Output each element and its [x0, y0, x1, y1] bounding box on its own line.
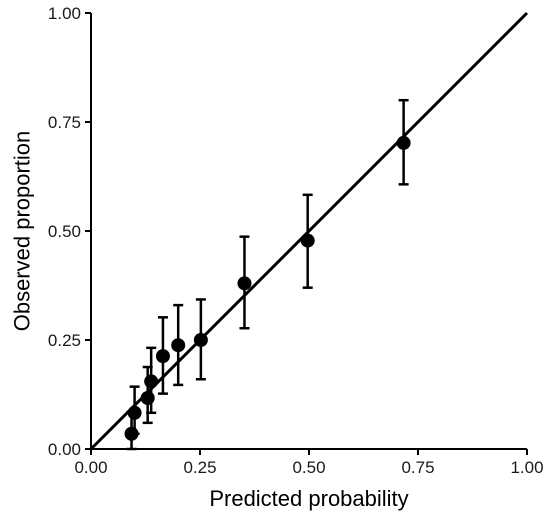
data-point: [193, 333, 208, 347]
x-tick-label: 0.25: [183, 458, 216, 477]
data-point: [300, 233, 315, 248]
x-tick-label: 0.00: [74, 458, 107, 477]
error-bars-layer: [126, 98, 409, 451]
data-point: [140, 390, 155, 405]
x-tick-label: 0.50: [292, 458, 325, 477]
data-point: [237, 276, 252, 291]
y-tick-label: 1.00: [48, 4, 81, 23]
data-point: [155, 349, 170, 364]
data-point: [124, 426, 139, 441]
x-tick-label: 1.00: [510, 458, 543, 477]
data-point: [144, 374, 159, 389]
data-point: [127, 405, 142, 420]
x-axis-title: Predicted probability: [209, 486, 408, 511]
y-axis-title: Observed proportion: [10, 131, 35, 332]
y-tick-label: 0.25: [48, 331, 81, 350]
data-point: [171, 338, 186, 353]
y-tick-label: 0.50: [48, 222, 81, 241]
data-points-layer: [124, 135, 411, 441]
data-point: [396, 135, 411, 150]
x-tick-label: 0.75: [401, 458, 434, 477]
y-ticks-layer: 0.00 0.25 0.50 0.75 1.00: [48, 4, 91, 459]
y-tick-label: 0.00: [48, 440, 81, 459]
x-ticks-layer: 0.00 0.25 0.50 0.75 1.00: [74, 449, 544, 477]
y-tick-label: 0.75: [48, 113, 81, 132]
